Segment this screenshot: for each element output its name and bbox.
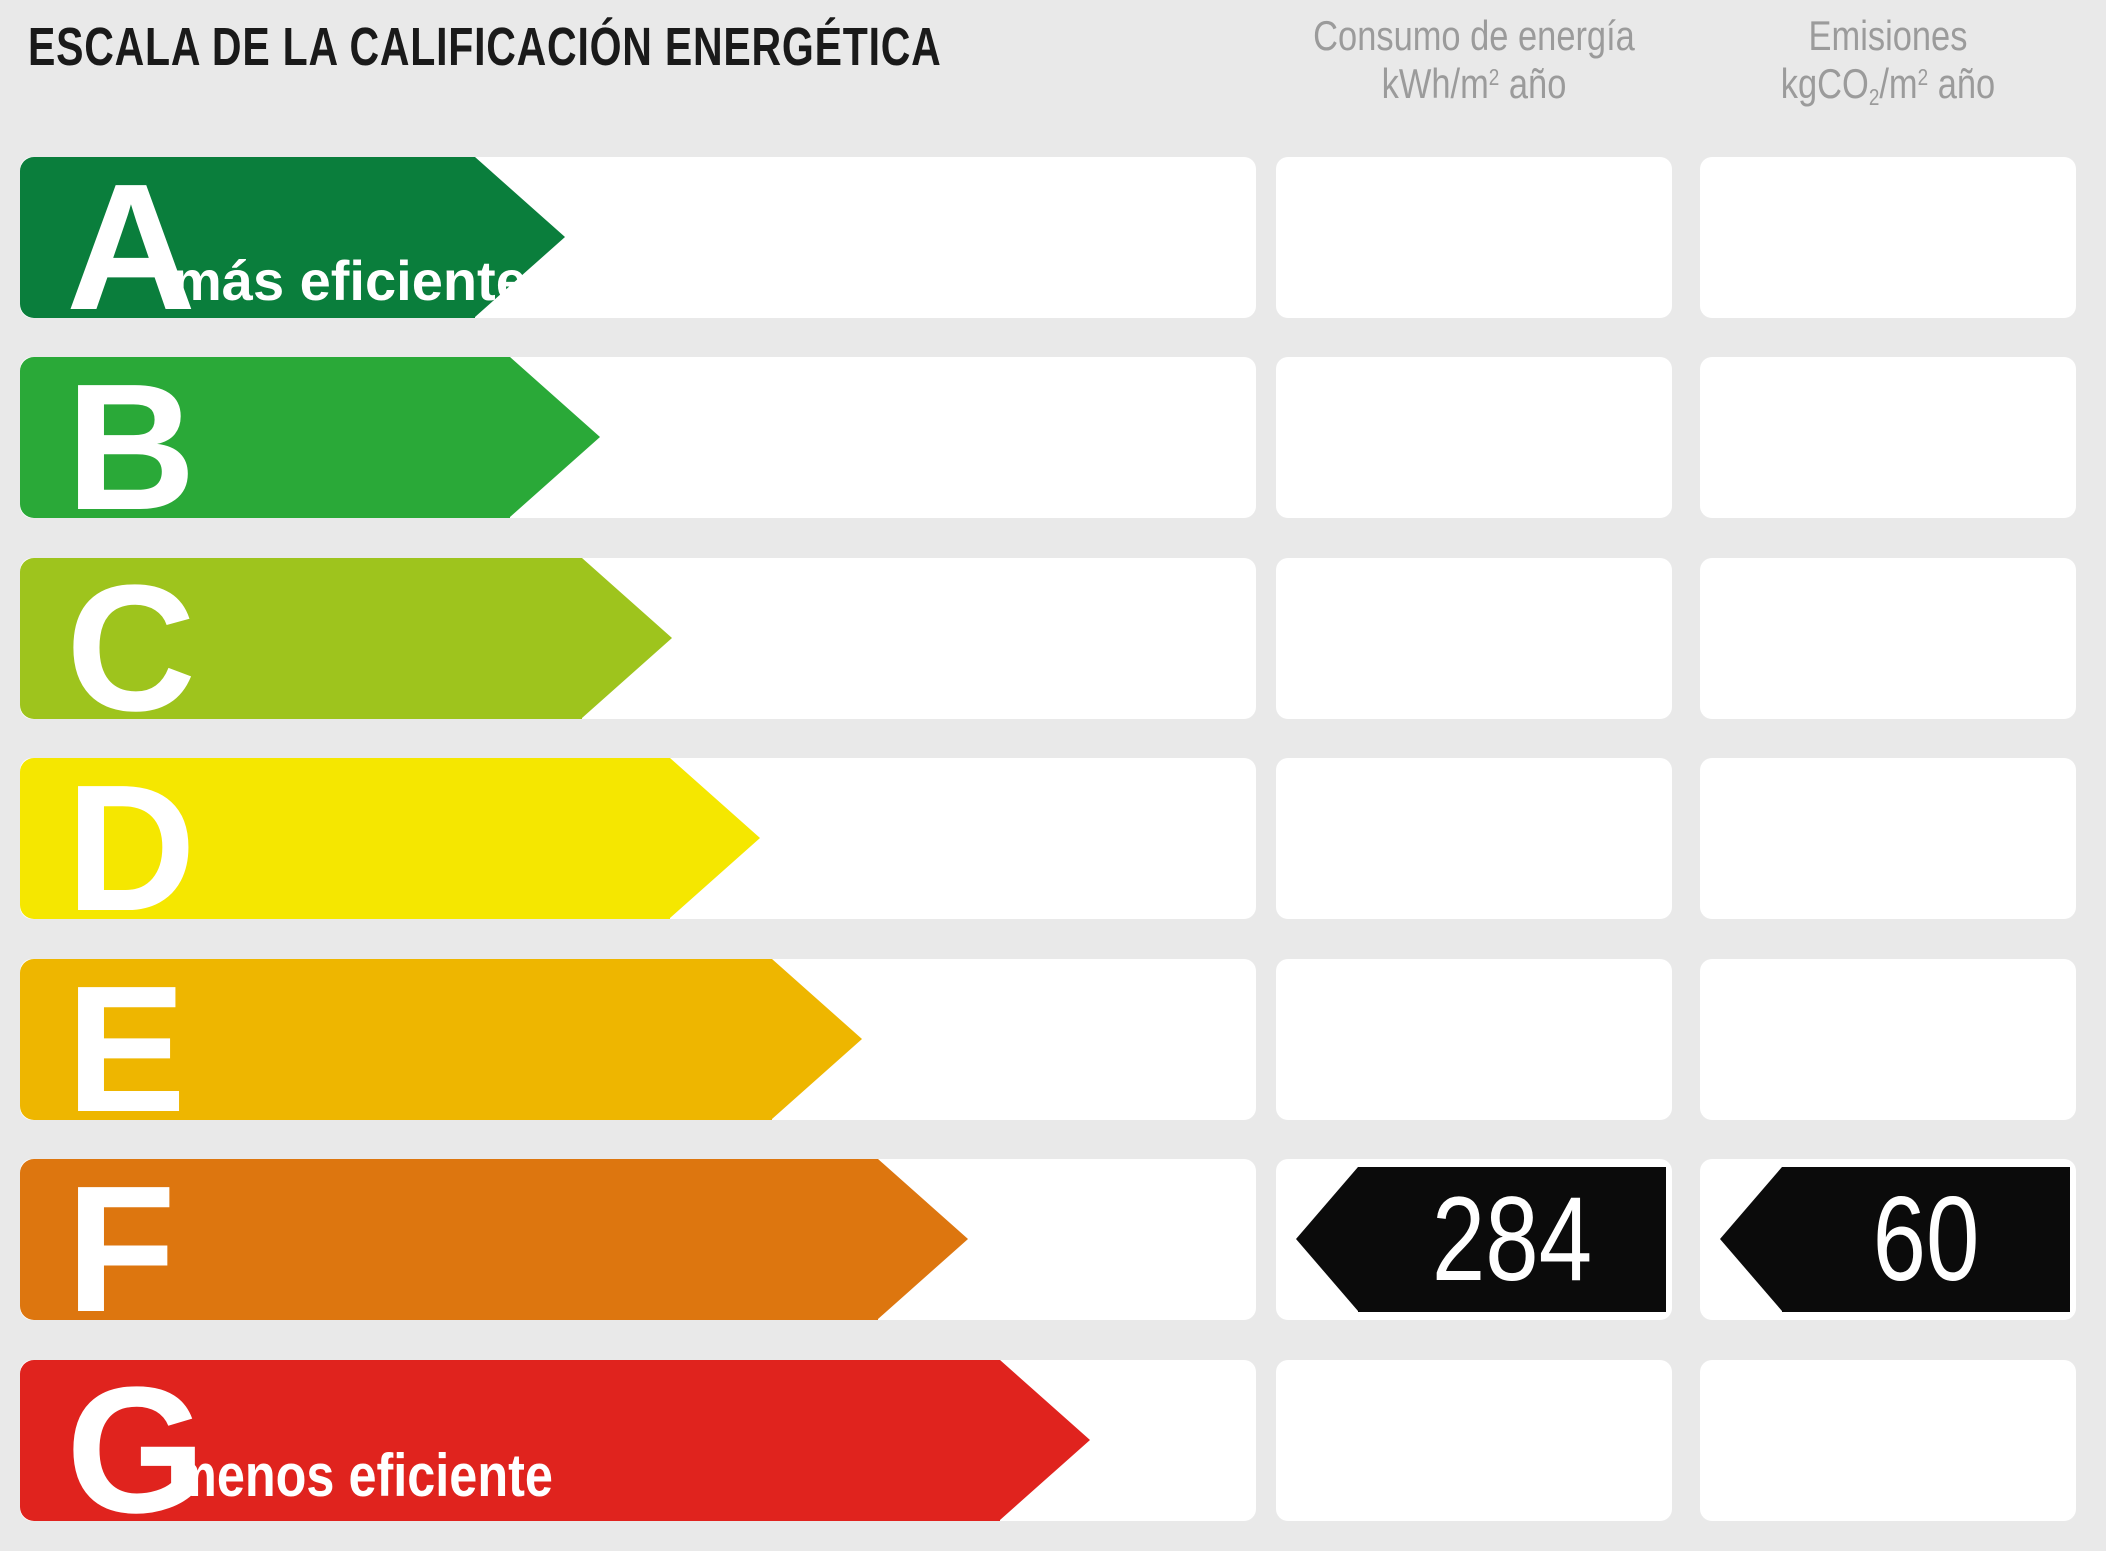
emisiones-cell [1700,157,2076,318]
emisiones-header-unit: kgCO2/m2 año [1780,60,1996,110]
consumo-header-unit: kWh/m2 año [1381,60,1567,107]
rating-row-b: B [0,357,2106,538]
rating-bar-tip [510,357,600,517]
rating-letter: F [66,1149,176,1350]
emisiones-value-arrow: 60 [1720,1167,2070,1312]
rating-letter: A [66,147,196,348]
rating-bar-tip [878,1159,968,1319]
emisiones-cell [1700,758,2076,919]
consumo-cell [1276,758,1672,919]
rating-letter: D [66,748,196,949]
rating-row-f: 284 60 F [0,1159,2106,1340]
rating-letter: G [66,1350,207,1551]
consumo-cell [1276,357,1672,518]
rating-bar: E [20,959,862,1140]
rating-bar: G menos eficiente [20,1360,1090,1541]
rating-row-a: A más eficiente [0,157,2106,338]
rating-letter: E [66,949,187,1150]
rating-row-e: E [0,959,2106,1140]
emisiones-cell [1700,357,2076,518]
consumo-header-line1: Consumo de energía [1313,12,1635,59]
consumo-value-arrow-tip [1296,1167,1358,1311]
rating-bar: F [20,1159,968,1340]
rating-row-c: C [0,558,2106,739]
consumo-value: 284 [1431,1172,1593,1306]
rating-bar-tip [670,758,760,918]
emisiones-header-line1: Emisiones [1808,12,1968,59]
consumo-cell [1276,1360,1672,1521]
rating-bar-tip [582,558,672,718]
emisiones-cell: 60 [1700,1159,2076,1320]
emisiones-column-header: Emisiones kgCO2/m2 año [1734,12,2042,114]
rating-row-d: D [0,758,2106,939]
rating-bar: B [20,357,600,538]
consumo-column-header: Consumo de energía kWh/m2 año [1312,12,1637,114]
consumo-cell [1276,959,1672,1120]
emisiones-value-arrow-tip [1720,1167,1782,1311]
superscript-2: 2 [1488,64,1500,91]
subscript-2: 2 [1868,83,1880,110]
rating-row-g: G menos eficiente [0,1360,2106,1541]
consumo-cell [1276,558,1672,719]
rating-bar-label: menos eficiente [172,1442,553,1509]
superscript-2: 2 [1917,64,1929,91]
consumo-cell: 284 [1276,1159,1672,1320]
consumo-cell [1276,157,1672,318]
rating-letter: B [66,347,196,548]
emisiones-cell [1700,959,2076,1120]
rating-bar-tip [772,959,862,1119]
rating-bar: D [20,758,760,939]
emisiones-value: 60 [1872,1172,1980,1306]
emisiones-cell [1700,558,2076,719]
page-title: ESCALA DE LA CALIFICACIÓN ENERGÉTICA [28,17,942,77]
rating-letter: C [66,548,196,749]
rating-bar: C [20,558,672,739]
rating-bar: A más eficiente [20,157,565,338]
rating-bar-tip [1000,1360,1090,1520]
consumo-value-arrow: 284 [1296,1167,1666,1312]
rating-bar-label: más eficiente [172,249,527,312]
emisiones-cell [1700,1360,2076,1521]
rating-bar-tip [475,157,565,317]
